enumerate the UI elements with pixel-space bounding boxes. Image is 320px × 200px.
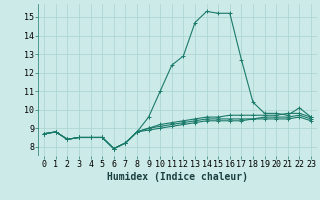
X-axis label: Humidex (Indice chaleur): Humidex (Indice chaleur): [107, 172, 248, 182]
